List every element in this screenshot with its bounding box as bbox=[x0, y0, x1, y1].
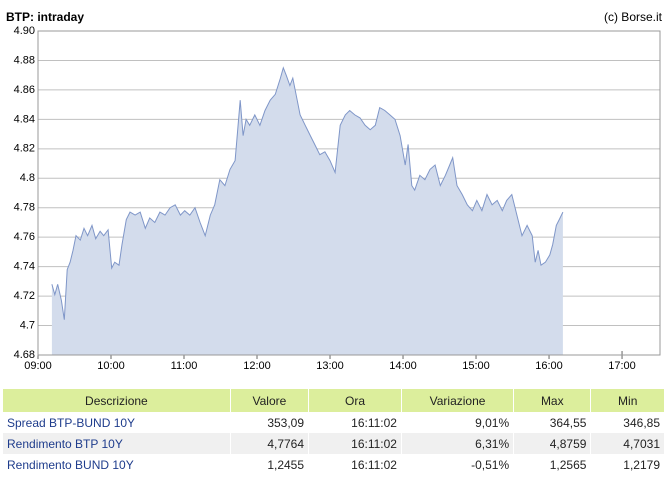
x-tick-label: 09:00 bbox=[24, 360, 52, 372]
x-tick-label: 17:00 bbox=[608, 360, 636, 372]
y-tick-label: 4.68 bbox=[14, 349, 35, 361]
table-header: Descrizione Valore Ora Variazione Max Min bbox=[3, 389, 665, 412]
column-header: Max bbox=[513, 389, 592, 412]
table-cell: 4,7031 bbox=[590, 433, 665, 454]
table-cell: -0,51% bbox=[401, 454, 515, 475]
table-cell: 1,2565 bbox=[513, 454, 592, 475]
y-tick-label: 4.90 bbox=[14, 25, 35, 37]
table-row: Rendimento BTP 10Y 4,7764 16:11:02 6,31% 4,8… bbox=[3, 433, 665, 454]
table-cell: 346,85 bbox=[590, 412, 665, 433]
y-tick-label: 4.76 bbox=[14, 231, 35, 243]
table-cell: 16:11:02 bbox=[308, 454, 402, 475]
table-cell: 16:11:02 bbox=[308, 412, 402, 433]
table-cell: Rendimento BUND 10Y bbox=[3, 454, 231, 475]
table-cell: 1,2179 bbox=[590, 454, 665, 475]
chart-title: BTP: intraday bbox=[6, 10, 84, 24]
area-line bbox=[51, 66, 564, 320]
plot-border bbox=[37, 30, 661, 356]
area-fill bbox=[51, 67, 563, 356]
table-cell: Rendimento BTP 10Y bbox=[3, 433, 231, 454]
table-cell: 4,8759 bbox=[513, 433, 592, 454]
x-tick-label: 11:00 bbox=[171, 360, 198, 372]
table-cell: 4,7764 bbox=[230, 433, 310, 454]
y-tick-label: 4.7 bbox=[20, 319, 35, 331]
y-tick-label: 4.74 bbox=[14, 261, 35, 273]
x-tick-label: 15:00 bbox=[462, 360, 490, 372]
y-tick-label: 4.82 bbox=[14, 143, 35, 155]
table-cell: 6,31% bbox=[401, 433, 515, 454]
y-tick-label: 4.72 bbox=[14, 290, 35, 302]
table-cell: 9,01% bbox=[401, 412, 515, 433]
column-header: Valore bbox=[230, 389, 310, 412]
column-header: Descrizione bbox=[3, 389, 231, 412]
table-row: Rendimento BUND 10Y 1,2455 16:11:02 -0,51% 1… bbox=[3, 454, 665, 475]
table-cell: Spread BTP-BUND 10Y bbox=[3, 412, 231, 433]
x-tick-label: 13:00 bbox=[316, 360, 344, 372]
x-tick-label: 10:00 bbox=[97, 360, 125, 372]
chart-source: (c) Borse.it bbox=[604, 10, 663, 24]
y-tick-label: 4.86 bbox=[14, 84, 35, 96]
column-header: Ora bbox=[308, 389, 402, 412]
x-tick-label: 16:00 bbox=[535, 360, 563, 372]
column-header: Variazione bbox=[401, 389, 515, 412]
y-tick-label: 4.84 bbox=[14, 113, 35, 125]
y-tick-label: 4.88 bbox=[14, 54, 35, 66]
quote-table: Descrizione Valore Ora Variazione Max Min Spr… bbox=[3, 389, 665, 475]
table-cell: 364,55 bbox=[513, 412, 592, 433]
table-cell: 353,09 bbox=[230, 412, 310, 433]
x-tick-label: 12:00 bbox=[243, 360, 271, 372]
x-tick-label: 14:00 bbox=[389, 360, 417, 372]
table-cell: 16:11:02 bbox=[308, 433, 402, 454]
column-header: Min bbox=[590, 389, 665, 412]
y-tick-label: 4.8 bbox=[20, 172, 35, 184]
chart: BTP: intraday (c) Borse.it 4.68 4.7 4.72 4.… bbox=[6, 10, 663, 372]
y-tick-label: 4.78 bbox=[14, 202, 35, 214]
table-row: Spread BTP-BUND 10Y 353,09 16:11:02 9,01% 36… bbox=[3, 412, 665, 433]
table-body: Spread BTP-BUND 10Y 353,09 16:11:02 9,01% 36… bbox=[3, 412, 665, 475]
table-cell: 1,2455 bbox=[230, 454, 310, 475]
